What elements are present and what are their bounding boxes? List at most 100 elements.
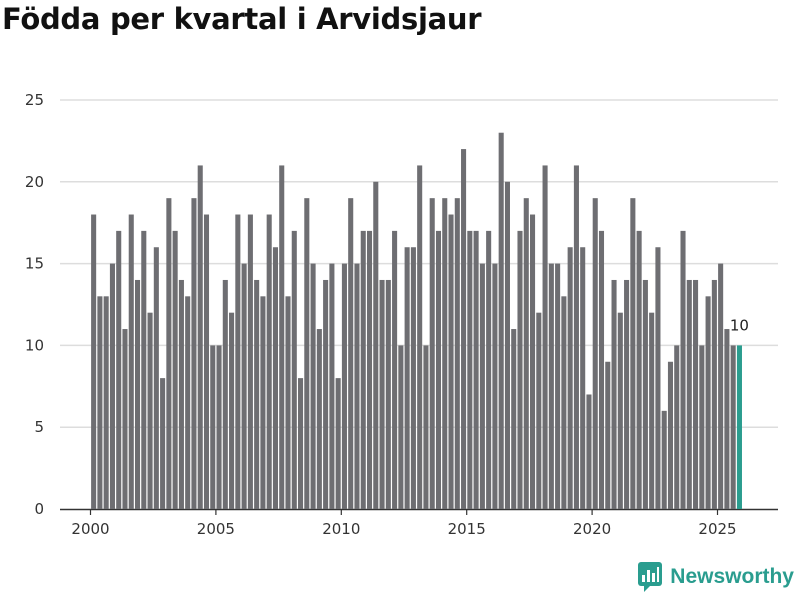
bar	[617, 312, 623, 509]
bar	[323, 279, 329, 509]
y-tick-label: 25	[25, 91, 44, 109]
bar	[153, 247, 159, 510]
bar	[366, 230, 373, 509]
bar	[360, 230, 366, 509]
bar	[160, 378, 166, 509]
bar	[335, 378, 341, 509]
bar	[536, 312, 542, 509]
bar	[592, 198, 598, 509]
bar	[454, 198, 460, 509]
bar	[548, 263, 554, 509]
bar	[197, 165, 203, 509]
bar	[724, 329, 730, 509]
bar	[561, 296, 567, 509]
bar	[241, 263, 247, 509]
bar	[580, 247, 586, 510]
bar	[310, 263, 316, 509]
brand-logo[interactable]: Newsworthy	[638, 562, 794, 592]
bar	[429, 198, 435, 509]
bar	[128, 214, 134, 509]
bar	[398, 345, 404, 509]
bar	[486, 230, 492, 509]
bar	[479, 263, 485, 509]
y-tick-label: 15	[25, 255, 44, 273]
bar	[354, 263, 360, 509]
bar	[461, 149, 467, 509]
bar	[586, 394, 592, 509]
bar	[203, 214, 210, 509]
x-tick-label: 2025	[698, 520, 736, 538]
bar	[555, 263, 561, 509]
bar	[467, 230, 473, 509]
bar	[523, 198, 529, 509]
bar	[448, 214, 454, 509]
bar	[630, 198, 636, 509]
bar	[166, 198, 172, 509]
bar	[711, 279, 717, 509]
bar	[185, 296, 191, 509]
bar-latest	[736, 345, 742, 509]
bar	[141, 230, 147, 509]
bar	[517, 230, 523, 509]
y-tick-label: 10	[25, 336, 44, 354]
bar	[222, 279, 228, 509]
bar	[661, 410, 667, 509]
bar	[260, 296, 266, 509]
bar	[567, 247, 573, 510]
x-tick-label: 2005	[197, 520, 235, 538]
bar	[279, 165, 285, 509]
bar	[285, 296, 291, 509]
bar	[373, 181, 379, 510]
bar	[611, 279, 617, 509]
y-tick-label: 5	[34, 418, 44, 436]
bar	[91, 214, 97, 509]
bar	[573, 165, 579, 509]
bar	[272, 247, 278, 510]
bar	[210, 345, 216, 509]
bar	[605, 361, 611, 509]
bar	[667, 361, 674, 509]
brand-name: Newsworthy	[670, 565, 794, 588]
bar	[254, 279, 260, 509]
bar	[385, 279, 391, 509]
bar	[229, 312, 235, 509]
bar	[329, 263, 335, 509]
bar	[341, 263, 347, 509]
bar	[674, 345, 680, 509]
bar	[598, 230, 605, 509]
bar	[116, 230, 122, 509]
x-tick-label: 2000	[71, 520, 109, 538]
x-tick-label: 2010	[322, 520, 360, 538]
bar	[686, 279, 692, 509]
bar	[699, 345, 705, 509]
bar	[504, 181, 510, 510]
bar	[304, 198, 310, 509]
bar	[348, 198, 354, 509]
data-labels: 10	[730, 316, 749, 334]
bar	[680, 230, 686, 509]
bar	[636, 230, 642, 509]
bar	[511, 329, 517, 509]
bar	[492, 263, 498, 509]
bar	[530, 214, 536, 509]
bar	[718, 263, 724, 509]
bar	[191, 198, 197, 509]
bar	[298, 378, 304, 509]
bar	[172, 230, 178, 509]
bar	[392, 230, 398, 509]
y-tick-label: 20	[25, 173, 44, 191]
bar	[498, 132, 504, 509]
bar	[235, 214, 241, 509]
bar	[442, 198, 448, 509]
bar	[624, 279, 630, 509]
bar	[97, 296, 103, 509]
last-value-label: 10	[730, 316, 749, 334]
x-tick-label: 2015	[448, 520, 486, 538]
bar	[423, 345, 429, 509]
bar	[473, 230, 479, 509]
x-axis-ticks: 2000 2005 2010 2015 2020 2025	[71, 509, 737, 538]
chart-logo-icon	[638, 562, 663, 592]
bar	[417, 165, 423, 509]
bar	[693, 279, 699, 509]
